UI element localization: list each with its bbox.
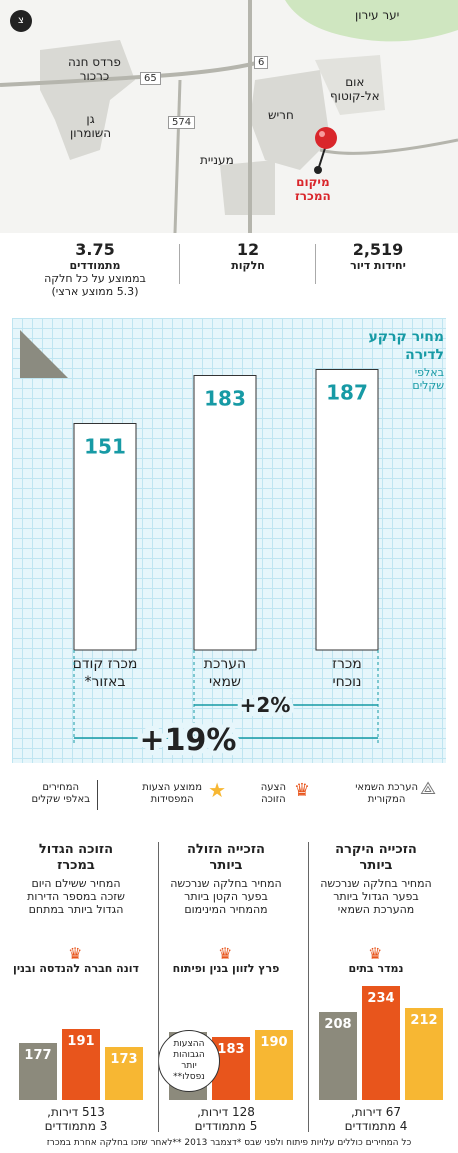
stat-bidders-num: 3.75 xyxy=(75,240,115,259)
legend-appraisal: הערכת השמאי המקורית xyxy=(355,782,418,805)
map-background xyxy=(0,0,458,233)
map-label-gan: גן השומרון xyxy=(70,112,112,140)
stats-row: 2,519 יחידות דיור 12 חלקות 3.75 מתמודדים… xyxy=(0,240,458,310)
column-foot-0: 67 דירות, 4 מתמודדים xyxy=(344,1105,408,1133)
column-divider xyxy=(308,842,309,1132)
column-title-0: הזכייה היקרה ביותר xyxy=(335,842,417,873)
winner-name-2: דונה חברה להנדסה ובנין xyxy=(13,962,139,975)
winner-name-1: פרץ לזוון בנין ופיתוח xyxy=(172,962,280,975)
column-desc-1: המחיר בחלקה שנרכשה בפער הקטן ביותר מהמחי… xyxy=(170,877,282,916)
column-divider xyxy=(158,842,159,1132)
stat-divider xyxy=(315,244,316,284)
bar-value-1: 183 xyxy=(204,387,246,411)
bar-value-2: 151 xyxy=(84,435,126,459)
column-desc-2: המחיר ששילם היום שזכה במספר הדירות הגדול… xyxy=(27,877,125,916)
bar-label-1: הערכת xyxy=(204,656,246,672)
location-map: צ יער עירון פרדס חנה כרכור גן השומרון או… xyxy=(0,0,458,233)
bar-label-1-line2: שמאי xyxy=(209,674,241,690)
compass-icon: צ xyxy=(10,10,32,32)
map-label-umm: אום אל-קוטוף xyxy=(330,75,380,103)
bar-label-0-line2: נוכחי xyxy=(332,674,361,690)
legend-avg: ממוצע הצעות המפסידות xyxy=(142,782,202,805)
chart-title: מחיר קרקע לדירה xyxy=(368,329,444,363)
column-foot-2: 513 דירות, 3 מתמודדים xyxy=(44,1105,108,1133)
crown-icon: ♛ xyxy=(368,944,383,963)
stat-bidders-sub: בממוצע על כל חלקה (5.3 ממוצע ארצי) xyxy=(44,272,146,298)
legend-unit: המחירים באלפי שקלים xyxy=(31,782,90,805)
stat-bidders: 3.75 מתמודדים בממוצע על כל חלקה (5.3 ממו… xyxy=(20,240,170,298)
crown-icon: ♛ xyxy=(218,944,233,963)
legend: ⟁ הערכת השמאי המקורית ♛ הצעה הזוכה ★ ממו… xyxy=(0,770,458,826)
stat-plots: 12 חלקות xyxy=(198,240,298,272)
column-0-bar-0 xyxy=(405,1008,443,1100)
map-label-site: מיקום המכרז xyxy=(295,175,331,203)
column-title-2: הזוכה הגדול במכרז xyxy=(38,842,114,873)
map-label-mania: מעניית xyxy=(200,153,234,167)
stat-units-num: 2,519 xyxy=(352,240,404,259)
column-1-value-0: 190 xyxy=(260,1035,288,1050)
bar-value-0: 187 xyxy=(326,381,368,405)
star-icon: ★ xyxy=(208,778,226,802)
column-2-bar-1 xyxy=(62,1029,100,1100)
column-0-value-2: 208 xyxy=(324,1017,352,1032)
column-0-value-0: 212 xyxy=(410,1013,438,1028)
road-label-574: 574 xyxy=(168,116,196,129)
column-0-bar-1 xyxy=(362,986,400,1100)
stat-units-label: יחידות דיור xyxy=(350,259,406,272)
stat-units: 2,519 יחידות דיור xyxy=(318,240,438,272)
map-label-harish: חריש xyxy=(268,108,294,122)
chart-subtitle: באלפי שקלים xyxy=(412,366,444,392)
disqualified-note: ההצעות הגבוהות יותר נפסלו** xyxy=(158,1030,220,1092)
bar-0 xyxy=(315,369,379,651)
bar-1 xyxy=(193,375,257,651)
stat-bidders-label: מתמודדים xyxy=(69,259,121,272)
stat-plots-label: חלקות xyxy=(231,259,265,272)
crown-icon: ♛ xyxy=(68,944,83,963)
column-0-value-1: 234 xyxy=(367,991,395,1006)
bar-label-0: מכרז xyxy=(332,656,362,672)
annotation-19pct: +19% xyxy=(140,723,237,758)
bar-label-2-line2: באזור* xyxy=(84,674,125,690)
map-label-forest: יער עירון xyxy=(355,8,400,22)
legend-divider xyxy=(97,780,98,810)
crown-icon: ♛ xyxy=(293,780,310,801)
road-label-6: 6 xyxy=(254,56,269,69)
bar-2 xyxy=(73,423,137,651)
column-2-bar-2 xyxy=(19,1043,57,1100)
stat-divider xyxy=(179,244,180,284)
column-2-value-2: 177 xyxy=(24,1048,52,1063)
winner-name-0: נמדר בתים xyxy=(348,962,404,975)
footer-note: כל המחירים כוללים עלויות פיתוח ולפני שבס… xyxy=(46,1138,412,1148)
bar-label-2: מכרז קודם xyxy=(73,656,138,672)
column-0-bar-2 xyxy=(319,1012,357,1100)
map-label-pardes: פרדס חנה כרכור xyxy=(68,55,121,83)
road-label-65: 65 xyxy=(140,72,161,85)
legend-winning: הצעה הזוכה xyxy=(260,782,286,805)
compass-tool-icon: ⟁ xyxy=(419,778,436,799)
column-1-value-1: 183 xyxy=(217,1042,245,1057)
column-2-value-1: 191 xyxy=(67,1034,95,1049)
annotation-2pct: +2% xyxy=(240,693,291,717)
column-1-bar-0 xyxy=(255,1030,293,1100)
column-title-1: הזכייה הזולה ביותר xyxy=(186,842,265,873)
stat-plots-num: 12 xyxy=(236,240,260,259)
set-square-icon xyxy=(20,330,68,378)
column-desc-0: המחיר בחלקה שנרכשה בפער הגדול ביותר מהער… xyxy=(320,877,432,916)
column-2-bar-0 xyxy=(105,1047,143,1100)
column-2-value-0: 173 xyxy=(110,1052,138,1067)
column-foot-1: 128 דירות, 5 מתמודדים xyxy=(194,1105,258,1133)
